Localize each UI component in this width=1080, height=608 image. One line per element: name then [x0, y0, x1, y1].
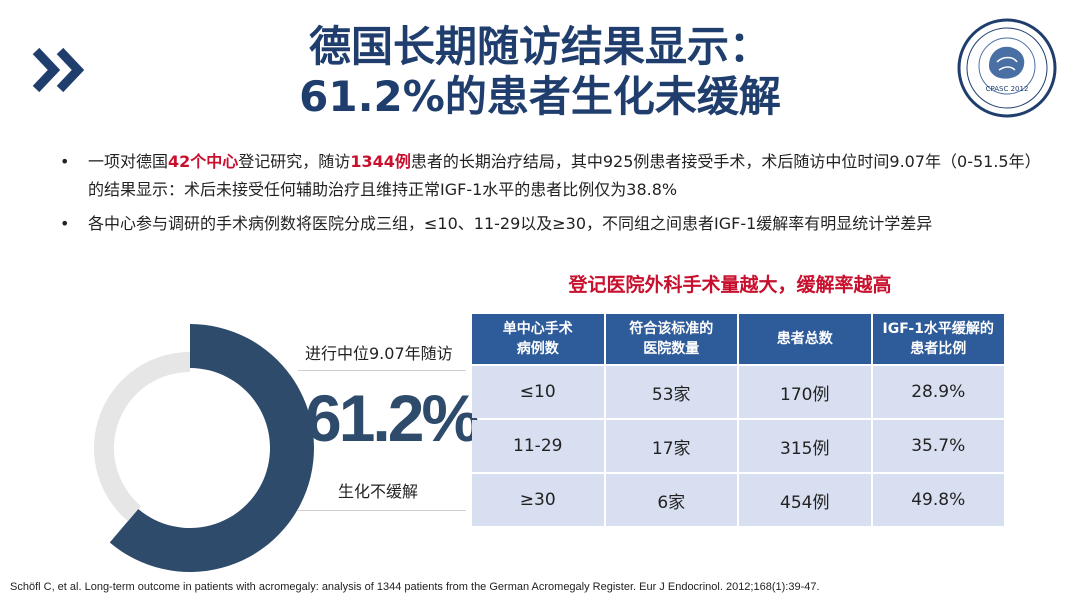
- table-cell: 49.8%: [872, 474, 1004, 526]
- bullet-dot: •: [60, 152, 70, 171]
- table-cell: 6家: [605, 474, 737, 526]
- highlight-patients: 1344例: [350, 152, 411, 171]
- table-header: 患者总数: [739, 314, 871, 364]
- bullet-dot: •: [60, 214, 70, 233]
- donut-caption-bottom: 生化不缓解: [338, 482, 419, 501]
- table-header: 单中心手术 病例数: [472, 314, 604, 364]
- title-line-2: 61.2%的患者生化未缓解: [299, 72, 781, 121]
- title-line-1: 德国长期随访结果显示：: [308, 22, 771, 71]
- table-cell: 28.9%: [872, 366, 1004, 418]
- table-cell: 454例: [739, 474, 871, 526]
- double-chevron-icon: [32, 47, 85, 93]
- donut-slice-remainder: [94, 352, 190, 522]
- highlight-centers: 42个中心: [168, 152, 239, 171]
- table-header-row: 单中心手术 病例数 符合该标准的 医院数量 患者总数 IGF-1水平缓解的 患者…: [472, 314, 1004, 364]
- donut-slice-unremitted: [109, 324, 314, 572]
- donut-caption-top: 进行中位9.07年随访: [305, 344, 453, 363]
- bullet-list: • 一项对德国42个中心登记研究，随访1344例患者的长期治疗结局，其中925例…: [60, 148, 1040, 244]
- table-cell: 11-29: [472, 420, 604, 472]
- table-row: ≤10 53家 170例 28.9%: [472, 366, 1004, 418]
- donut-chart: [94, 324, 314, 572]
- table-cell: 53家: [605, 366, 737, 418]
- table-cell: 170例: [739, 366, 871, 418]
- table-row: 11-29 17家 315例 35.7%: [472, 420, 1004, 472]
- table-row: ≥30 6家 454例 49.8%: [472, 474, 1004, 526]
- table-header: 符合该标准的 医院数量: [605, 314, 737, 364]
- svg-text:CPASC 2012: CPASC 2012: [986, 85, 1029, 93]
- divider-line: [298, 510, 466, 511]
- slide-title: 德国长期随访结果显示： 61.2%的患者生化未缓解: [0, 22, 1080, 122]
- table-cell: ≥30: [472, 474, 604, 526]
- data-table: 单中心手术 病例数 符合该标准的 医院数量 患者总数 IGF-1水平缓解的 患者…: [470, 312, 1006, 528]
- table-cell: 17家: [605, 420, 737, 472]
- reference-footnote: Schöfl C, et al. Long-term outcome in pa…: [10, 581, 820, 593]
- table-cell: ≤10: [472, 366, 604, 418]
- bullet-item: • 各中心参与调研的手术病例数将医院分成三组，≤10、11-29以及≥30，不同…: [60, 210, 1040, 238]
- association-logo: CPASC 2012: [957, 18, 1057, 118]
- donut-value-label: 61.2%: [305, 381, 480, 455]
- divider-line: [298, 370, 466, 371]
- bullet-item: • 一项对德国42个中心登记研究，随访1344例患者的长期治疗结局，其中925例…: [60, 148, 1040, 204]
- table-title: 登记医院外科手术量越大，缓解率越高: [568, 274, 892, 296]
- table-header: IGF-1水平缓解的 患者比例: [872, 314, 1004, 364]
- table-cell: 315例: [739, 420, 871, 472]
- table-cell: 35.7%: [872, 420, 1004, 472]
